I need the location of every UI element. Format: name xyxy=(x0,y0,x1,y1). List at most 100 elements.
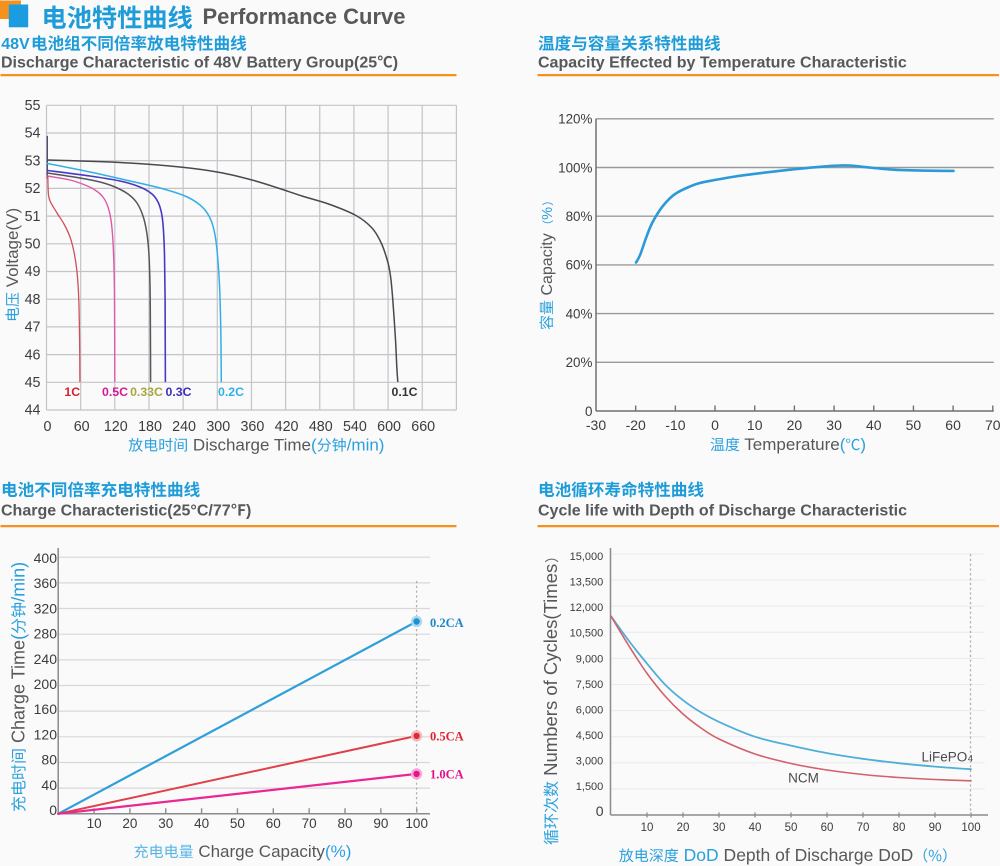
svg-text:0: 0 xyxy=(596,803,604,819)
svg-text:13,500: 13,500 xyxy=(570,577,604,589)
svg-text:30: 30 xyxy=(713,822,726,834)
svg-text:4: 4 xyxy=(968,754,973,765)
svg-text:(: ( xyxy=(311,436,317,455)
svg-text:40: 40 xyxy=(41,777,57,793)
svg-text:320: 320 xyxy=(34,600,58,616)
svg-text:45: 45 xyxy=(25,375,41,391)
svg-text:10,500: 10,500 xyxy=(570,628,604,640)
svg-text:3,000: 3,000 xyxy=(576,756,604,768)
svg-text:80%: 80% xyxy=(566,209,593,224)
svg-text:(: ( xyxy=(840,435,846,454)
svg-text:46: 46 xyxy=(25,347,41,363)
svg-text:0.1C: 0.1C xyxy=(392,385,418,399)
svg-text:10: 10 xyxy=(87,816,102,831)
svg-text:(%): (%) xyxy=(325,842,351,861)
svg-text:70: 70 xyxy=(985,417,1000,433)
svg-text:80: 80 xyxy=(41,752,57,768)
svg-text:0: 0 xyxy=(49,802,57,818)
svg-text:420: 420 xyxy=(275,419,299,435)
svg-text:280: 280 xyxy=(34,626,58,642)
svg-text:240: 240 xyxy=(34,651,58,667)
svg-text:40: 40 xyxy=(866,417,882,433)
svg-text:Capacity Effected by Temperatu: Capacity Effected by Temperature Charact… xyxy=(538,54,907,71)
svg-text:360: 360 xyxy=(34,575,58,591)
svg-text:Capacity: Capacity xyxy=(539,233,556,300)
svg-text:Discharge Time: Discharge Time xyxy=(188,436,311,455)
svg-text:120: 120 xyxy=(34,726,58,742)
svg-text:540: 540 xyxy=(343,419,367,435)
svg-text:Performance Curve: Performance Curve xyxy=(203,4,406,29)
svg-text:50: 50 xyxy=(785,822,798,834)
svg-text:44: 44 xyxy=(25,403,41,419)
svg-text:10: 10 xyxy=(641,822,654,834)
svg-text:54: 54 xyxy=(25,126,41,142)
svg-text:400: 400 xyxy=(34,550,58,566)
svg-text:60: 60 xyxy=(266,816,281,831)
svg-text:6,000: 6,000 xyxy=(576,705,604,717)
svg-text:50: 50 xyxy=(25,237,41,253)
svg-text:180: 180 xyxy=(138,419,162,435)
svg-text:-10: -10 xyxy=(665,417,685,433)
svg-text:49: 49 xyxy=(25,264,41,280)
svg-text:30: 30 xyxy=(158,816,173,831)
svg-text:0.33C: 0.33C xyxy=(130,385,163,399)
svg-text:660: 660 xyxy=(411,419,435,435)
svg-text:/min): /min) xyxy=(9,562,29,602)
svg-text:200: 200 xyxy=(34,676,58,692)
svg-text:0.3C: 0.3C xyxy=(166,385,192,399)
svg-text:20%: 20% xyxy=(566,355,593,370)
svg-text:Charge Capacity: Charge Capacity xyxy=(194,842,326,861)
svg-text:40%: 40% xyxy=(566,306,593,321)
svg-text:0: 0 xyxy=(585,404,592,419)
svg-text:60: 60 xyxy=(74,419,90,435)
svg-text:360: 360 xyxy=(240,419,264,435)
svg-text:240: 240 xyxy=(172,419,196,435)
svg-text:30: 30 xyxy=(826,417,842,433)
svg-text:): ) xyxy=(393,54,398,71)
svg-text:48: 48 xyxy=(25,292,41,308)
svg-text:90: 90 xyxy=(929,822,942,834)
svg-text:NCM: NCM xyxy=(788,770,819,785)
svg-text:120%: 120% xyxy=(558,112,592,127)
svg-text:Numbers of Cycles(Times: Numbers of Cycles(Times xyxy=(540,564,561,781)
svg-text:60: 60 xyxy=(821,822,834,834)
svg-text:10: 10 xyxy=(747,417,763,433)
svg-text:1,500: 1,500 xyxy=(576,781,604,793)
svg-text:LiFePO: LiFePO xyxy=(922,750,968,765)
svg-text:0.5C: 0.5C xyxy=(102,385,128,399)
svg-text:): ) xyxy=(246,503,251,520)
svg-text:Discharge Characteristic of 48: Discharge Characteristic of 48V Battery … xyxy=(1,54,377,71)
svg-text:7,500: 7,500 xyxy=(576,679,604,691)
svg-text:20: 20 xyxy=(787,417,803,433)
svg-text:300: 300 xyxy=(206,419,230,435)
svg-text:0.2CA: 0.2CA xyxy=(430,616,464,630)
svg-text:Voltage(V): Voltage(V) xyxy=(3,208,22,292)
svg-text:50: 50 xyxy=(906,417,922,433)
svg-text:): ) xyxy=(860,435,866,454)
svg-text:15,000: 15,000 xyxy=(570,551,604,563)
svg-text:12,000: 12,000 xyxy=(570,602,604,614)
svg-text:70: 70 xyxy=(302,816,317,831)
svg-text:100: 100 xyxy=(961,822,980,834)
svg-text:Depth of Discharge DoD: Depth of Discharge DoD xyxy=(719,845,914,865)
svg-text:60: 60 xyxy=(945,417,961,433)
svg-text:/min): /min) xyxy=(347,436,385,455)
svg-text:55: 55 xyxy=(25,98,41,114)
svg-text:%: % xyxy=(540,207,556,220)
svg-text:52: 52 xyxy=(25,181,41,197)
svg-text:1C: 1C xyxy=(64,385,80,399)
svg-text:0.5CA: 0.5CA xyxy=(430,730,464,744)
svg-text:47: 47 xyxy=(25,320,41,336)
svg-text:40: 40 xyxy=(194,816,209,831)
svg-text:120: 120 xyxy=(104,419,128,435)
svg-text:Charge Characteristic(25°C/77: Charge Characteristic(25°C/77 xyxy=(1,503,231,520)
svg-text:0: 0 xyxy=(44,419,52,435)
svg-text:0.2C: 0.2C xyxy=(218,385,244,399)
svg-text:9,000: 9,000 xyxy=(576,653,604,665)
svg-text:0: 0 xyxy=(711,417,719,433)
svg-text:100%: 100% xyxy=(558,160,592,175)
svg-text:-30: -30 xyxy=(586,417,606,433)
svg-text:20: 20 xyxy=(122,816,137,831)
svg-text:-20: -20 xyxy=(626,417,646,433)
svg-text:Temperature: Temperature xyxy=(740,435,840,454)
